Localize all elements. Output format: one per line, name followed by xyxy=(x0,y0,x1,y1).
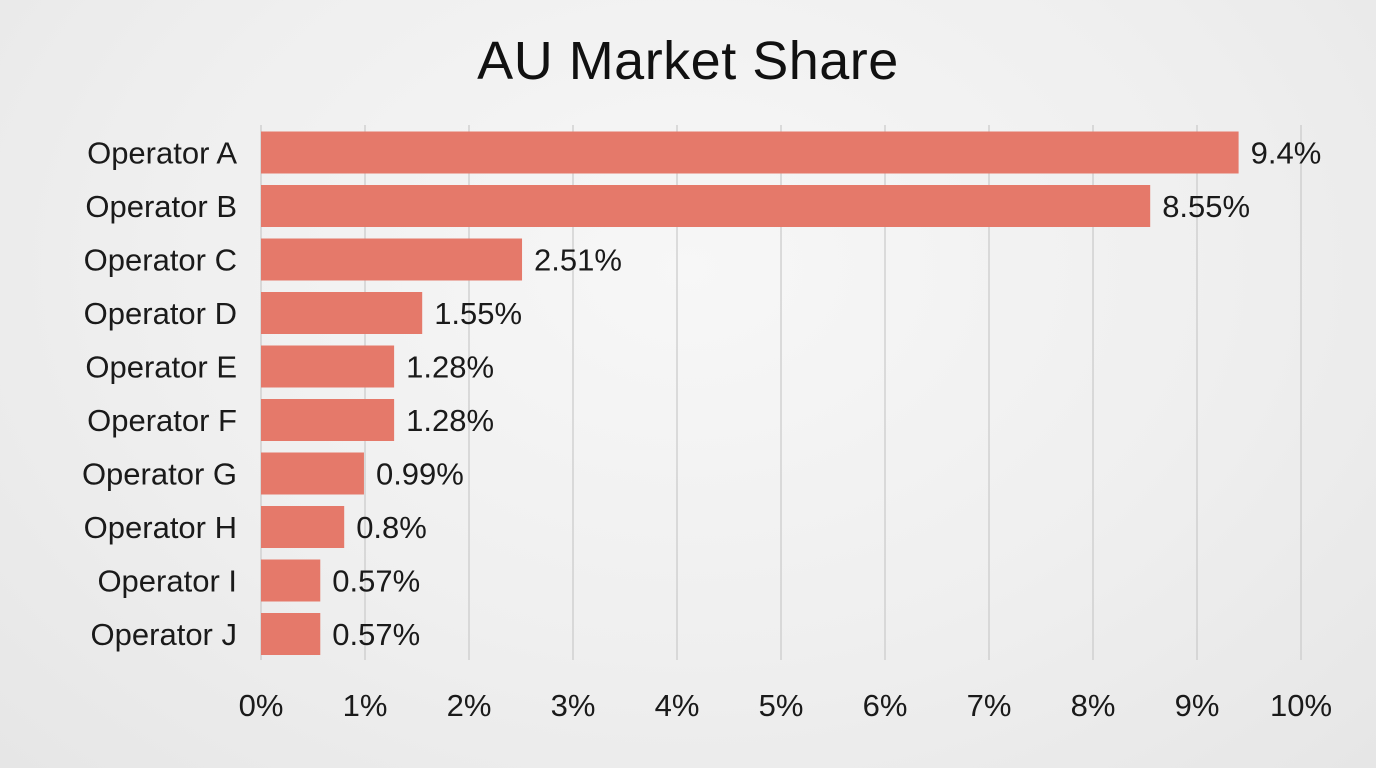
category-label: Operator D xyxy=(84,296,237,331)
bar xyxy=(261,345,395,388)
bars xyxy=(261,131,1239,655)
value-label: 0.57% xyxy=(332,564,420,599)
category-label: Operator B xyxy=(85,189,237,224)
category-label: Operator E xyxy=(85,350,237,385)
x-axis-ticks: 0% 1% 2% 3% 4% 5% 6% 7% 8% 9% 10% xyxy=(239,688,1332,723)
x-tick-label: 3% xyxy=(551,688,596,723)
x-tick-label: 6% xyxy=(863,688,908,723)
value-label: 1.55% xyxy=(434,296,522,331)
bar xyxy=(261,399,395,441)
value-label: 1.28% xyxy=(406,350,494,385)
bar xyxy=(261,185,1151,227)
x-tick-label: 4% xyxy=(655,688,700,723)
category-label: Operator J xyxy=(91,617,237,652)
category-label: Operator I xyxy=(97,564,237,599)
bar xyxy=(261,506,345,548)
bar xyxy=(261,452,364,495)
value-label: 9.4% xyxy=(1251,136,1322,171)
bar xyxy=(261,292,423,334)
x-tick-label: 7% xyxy=(967,688,1012,723)
x-tick-label: 8% xyxy=(1071,688,1116,723)
value-label: 0.57% xyxy=(332,617,420,652)
bar xyxy=(261,613,321,655)
x-tick-label: 2% xyxy=(447,688,492,723)
value-label: 0.8% xyxy=(356,510,427,545)
value-label: 2.51% xyxy=(534,243,622,278)
value-label: 8.55% xyxy=(1162,189,1250,224)
value-labels: 9.4%8.55% 2.51% 1.55% 1.28% 1.28% 0.99% 0.8% 0.… xyxy=(332,136,1321,653)
chart-title: AU Market Share xyxy=(477,31,899,91)
category-labels: Operator A Operator B Operator C Operator D… xyxy=(82,136,237,653)
x-tick-label: 1% xyxy=(343,688,388,723)
x-tick-label: 10% xyxy=(1270,688,1332,723)
category-label: Operator F xyxy=(87,403,237,438)
bar xyxy=(261,238,523,281)
category-label: Operator A xyxy=(87,136,237,171)
value-label: 0.99% xyxy=(376,457,464,492)
x-tick-label: 5% xyxy=(759,688,804,723)
x-tick-label: 0% xyxy=(239,688,284,723)
bar xyxy=(261,559,321,602)
x-tick-label: 9% xyxy=(1175,688,1220,723)
category-label: Operator G xyxy=(82,457,237,492)
category-label: Operator C xyxy=(84,243,237,278)
value-label: 1.28% xyxy=(406,403,494,438)
bar xyxy=(261,131,1239,174)
category-label: Operator H xyxy=(84,510,237,545)
